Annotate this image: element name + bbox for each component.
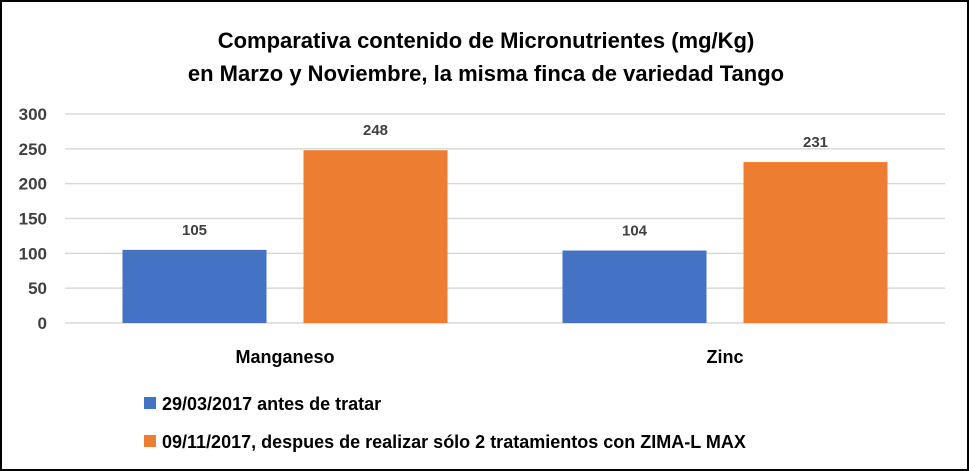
data-label: 105 — [182, 222, 207, 239]
y-tick-label: 300 — [19, 105, 47, 124]
chart-title-line-2: en Marzo y Noviembre, la misma finca de … — [188, 61, 784, 86]
bar-manganeso-series-2 — [303, 150, 448, 323]
data-label: 231 — [803, 134, 828, 151]
legend-swatch — [144, 435, 156, 447]
y-tick-label: 0 — [38, 314, 47, 333]
bar-zinc-series-1 — [562, 250, 707, 323]
y-tick-label: 250 — [19, 140, 47, 159]
y-tick-label: 50 — [28, 279, 47, 298]
y-tick-label: 150 — [19, 210, 47, 229]
y-tick-label: 100 — [19, 244, 47, 263]
y-tick-label: 200 — [19, 175, 47, 194]
legend-label: 09/11/2017, despues de realizar sólo 2 t… — [162, 432, 746, 452]
x-category-label: Zinc — [706, 347, 743, 367]
legend-label: 29/03/2017 antes de tratar — [162, 394, 381, 414]
data-label: 248 — [363, 122, 388, 139]
data-label: 104 — [622, 223, 648, 240]
chart-title-line-1: Comparativa contenido de Micronutrientes… — [218, 28, 755, 53]
bar-manganeso-series-1 — [122, 249, 267, 323]
x-category-label: Manganeso — [235, 347, 334, 367]
bar-zinc-series-2 — [743, 162, 888, 323]
legend-swatch — [144, 397, 156, 409]
